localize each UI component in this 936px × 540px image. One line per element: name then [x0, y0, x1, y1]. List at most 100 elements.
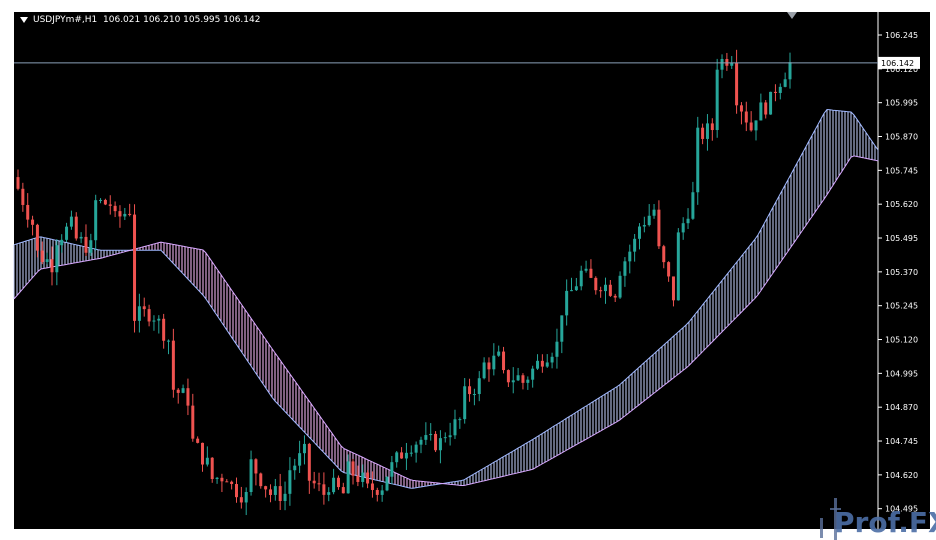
tick-label: 104.745 [885, 437, 918, 446]
candle-body [385, 476, 389, 491]
candle-body [637, 226, 641, 239]
candle-body [108, 204, 112, 206]
dropdown-triangle-icon[interactable] [20, 16, 28, 23]
candle-body [506, 370, 510, 383]
candle-body [312, 480, 316, 484]
candle-body [137, 306, 141, 321]
candle-body [147, 309, 151, 322]
candle-body [283, 493, 287, 502]
candle-body [579, 270, 583, 287]
candle-body [599, 290, 603, 292]
candle-body [516, 375, 520, 381]
candle-body [74, 216, 78, 239]
candle-body [487, 362, 491, 370]
candle-body [429, 433, 433, 436]
candle-body [521, 375, 525, 383]
candle-body [676, 232, 680, 301]
candle-body [186, 388, 190, 406]
candle-body [99, 199, 103, 201]
candle-body [788, 62, 792, 80]
candle-body [662, 246, 666, 263]
tick-label: 105.745 [885, 166, 918, 175]
candle-body [642, 225, 646, 227]
candle-body [623, 261, 627, 276]
candle-body [492, 355, 496, 370]
candle-body [268, 489, 272, 495]
candle-body [710, 123, 714, 131]
candle-body [511, 380, 515, 383]
svg-text:106.142: 106.142 [881, 59, 914, 68]
current-price-label: 106.142 [878, 56, 920, 69]
candle-body [739, 105, 743, 112]
candle-body [603, 284, 607, 292]
candle-body [118, 211, 122, 217]
candle-body [628, 251, 632, 262]
candle-body [618, 275, 622, 298]
candle-body [167, 340, 171, 342]
candle-body [390, 462, 394, 477]
candle-body [273, 486, 277, 495]
candle-body [414, 444, 418, 453]
candle-body [60, 239, 64, 246]
candle-body [574, 286, 578, 291]
svg-text:Prof.FX: Prof.FX [834, 506, 936, 539]
candle-body [327, 492, 331, 495]
candle-body [730, 63, 734, 66]
tick-label: 105.120 [885, 336, 918, 345]
candle-body [424, 435, 428, 440]
candle-body [404, 452, 408, 459]
candle-body [633, 238, 637, 252]
candle-body [322, 484, 326, 495]
tick-label: 105.245 [885, 302, 918, 311]
candle-body [438, 438, 442, 451]
candle-body [298, 453, 302, 466]
candle-body [65, 226, 69, 240]
candle-body [79, 236, 83, 239]
candle-body [26, 204, 30, 220]
candle-body [778, 86, 782, 93]
candle-body [555, 341, 559, 357]
candle-body [336, 477, 340, 488]
candle-body [40, 250, 44, 262]
tick-label: 104.995 [885, 369, 918, 378]
candle-body [477, 378, 481, 395]
ichimoku-cloud [13, 108, 879, 489]
candle-body [705, 123, 709, 139]
tick-label: 105.620 [885, 200, 918, 209]
candle-body [715, 69, 719, 131]
candle-body [652, 209, 656, 216]
candle-body [133, 214, 137, 321]
candle-body [783, 79, 787, 87]
candle-body [375, 489, 379, 495]
candle-body [754, 120, 758, 131]
candle-body [686, 218, 690, 224]
candle-body [584, 268, 588, 271]
candle-body [356, 475, 360, 482]
candle-body [764, 102, 768, 115]
price-axis[interactable] [878, 12, 930, 529]
candle-body [50, 259, 54, 273]
candle-body [205, 457, 209, 465]
chart-shift-marker[interactable] [787, 12, 797, 19]
candle-body [370, 483, 374, 490]
candle-body [681, 223, 685, 233]
plot-area[interactable] [14, 12, 878, 529]
candle-body [448, 435, 452, 438]
tick-label: 105.370 [885, 268, 918, 277]
candle-body [196, 438, 200, 443]
candle-body [773, 91, 777, 93]
candle-body [210, 457, 214, 480]
candle-body [220, 477, 224, 482]
candle-body [497, 351, 501, 356]
candle-body [293, 465, 297, 471]
candle-body [419, 439, 423, 445]
tick-label: 106.120 [885, 65, 918, 74]
candle-body [113, 205, 117, 212]
watermark-logo: Prof.FX [820, 498, 936, 540]
candle-body [531, 368, 535, 380]
candle-body [613, 295, 617, 298]
candle-body [545, 362, 549, 367]
candle-body [749, 122, 753, 131]
tick-label: 104.495 [885, 505, 918, 514]
